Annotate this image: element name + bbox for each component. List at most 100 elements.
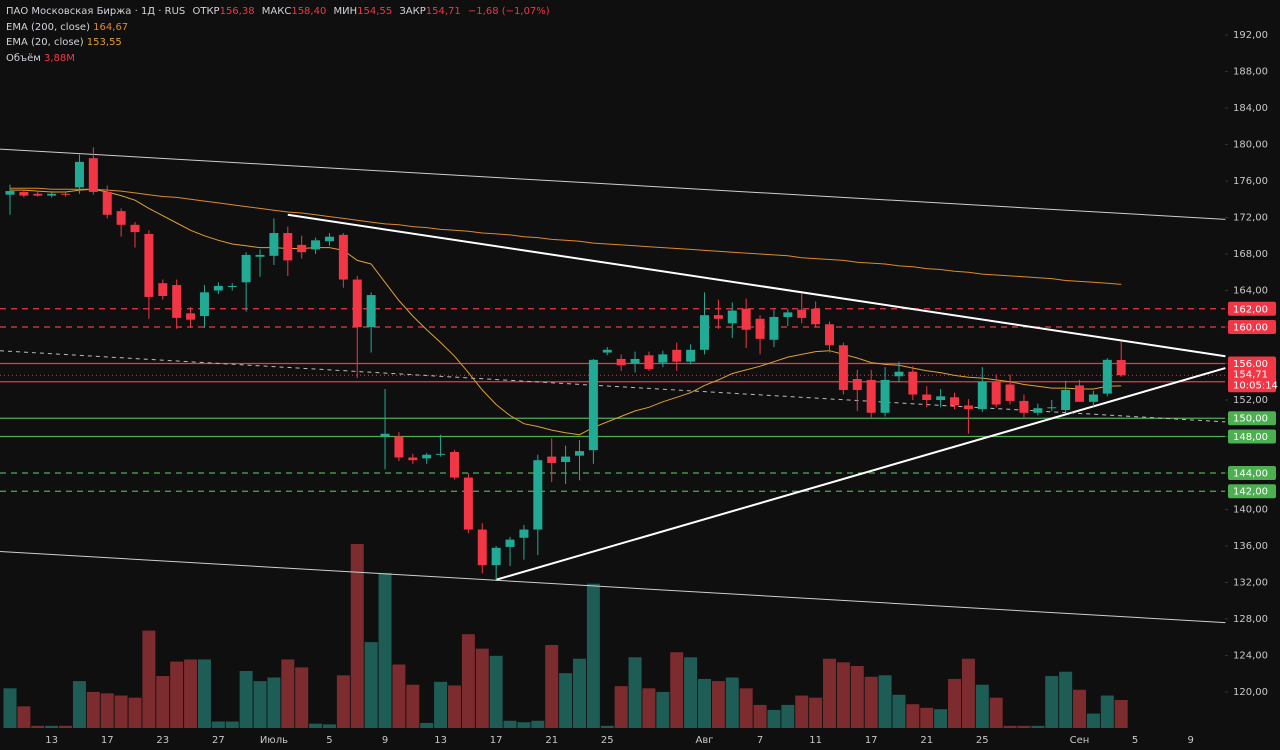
last-price-box: [1228, 367, 1276, 393]
volume-bar: [392, 664, 406, 728]
volume-bar: [156, 676, 170, 728]
volume-bar: [336, 675, 350, 728]
volume-bar: [86, 691, 100, 728]
candle-body: [213, 285, 223, 291]
candle-body: [950, 397, 960, 406]
volume-bar: [100, 693, 114, 728]
level-label: 150,00: [1233, 414, 1268, 425]
candle-body: [533, 460, 543, 530]
volume-bar: [420, 722, 434, 728]
candle-body: [894, 371, 904, 377]
volume-bar: [823, 658, 837, 728]
candle-body: [797, 309, 807, 318]
volume-bar: [642, 688, 656, 728]
candle-body: [394, 436, 404, 458]
field-value: 156,38: [219, 6, 255, 17]
volume-bar: [434, 681, 448, 728]
candle-body: [255, 254, 265, 257]
candle-body: [700, 315, 709, 350]
volume-bar: [1100, 695, 1114, 728]
candle-body: [658, 354, 668, 363]
candle-body: [519, 529, 529, 538]
level-box: [1228, 429, 1276, 444]
symbol-title: ПАО Московская Биржа · 1Д · RUS: [6, 6, 186, 17]
indicator-value: 164,67: [93, 21, 129, 33]
x-tick-label: Июль: [260, 735, 288, 746]
volume-value: 3,88M: [44, 52, 75, 64]
volume-bar: [531, 720, 545, 728]
candle-body: [283, 233, 293, 261]
volume-bar: [1003, 725, 1017, 728]
candle-body: [241, 254, 251, 283]
volume-bar: [225, 721, 239, 728]
candle-body: [769, 316, 779, 340]
y-tick-label: 128,00: [1233, 614, 1268, 625]
y-tick-label: 132,00: [1233, 577, 1268, 588]
volume-bar: [239, 670, 253, 728]
level-box: [1228, 356, 1276, 371]
candle-body: [172, 285, 182, 318]
candle-body: [672, 349, 682, 362]
candle-body: [616, 358, 626, 366]
x-tick-label: 21: [545, 735, 558, 746]
volume-bar: [656, 691, 670, 728]
candle-body: [380, 433, 390, 437]
level-label: 142,00: [1233, 487, 1268, 498]
volume-bar: [836, 662, 850, 728]
legend: ПАО Московская Биржа · 1Д · RUS ОТКР156,…: [6, 4, 550, 66]
candle-body: [588, 359, 598, 451]
candle-body: [1102, 359, 1112, 394]
candle-body: [324, 236, 334, 242]
volume-bar: [878, 675, 892, 728]
indicator-value: 153,55: [86, 37, 122, 48]
volume-bar: [406, 684, 420, 728]
volume-bar: [684, 657, 698, 728]
candle-body: [561, 456, 571, 463]
last-price-timer: 10:05:14: [1233, 380, 1278, 391]
volume-bar: [975, 684, 989, 728]
volume-bar: [628, 657, 642, 728]
level-box: [1228, 465, 1276, 480]
y-tick-label: 164,00: [1233, 286, 1268, 297]
candle-body: [366, 295, 376, 328]
candle-body: [158, 283, 168, 296]
trend-line: [287, 213, 1226, 358]
candle-body: [297, 244, 307, 253]
candle-body: [755, 318, 765, 339]
volume-bar: [378, 572, 392, 728]
volume-bar: [934, 709, 948, 728]
volume-bar: [753, 704, 767, 728]
ema-line: [10, 187, 1122, 285]
volume-bar: [1045, 676, 1059, 728]
volume-bar: [850, 665, 864, 728]
volume-bar: [948, 678, 962, 728]
level-label: 160,00: [1233, 323, 1268, 334]
volume-bar: [322, 724, 336, 728]
volume-bar: [781, 704, 795, 728]
x-tick-label: 13: [434, 735, 447, 746]
candle-body: [866, 379, 876, 413]
volume-bar: [614, 686, 628, 728]
candle-body: [991, 381, 1001, 405]
candle-body: [727, 310, 737, 324]
candle-body: [505, 539, 515, 547]
field-value: 158,40: [291, 6, 327, 17]
candle-body: [602, 349, 612, 353]
volume-bar: [711, 681, 725, 728]
volume-bar: [364, 642, 378, 728]
volume-bar: [1114, 700, 1128, 728]
volume-bar: [295, 667, 309, 728]
candle-body: [713, 315, 723, 319]
volume-bar: [184, 659, 198, 728]
y-tick-label: 176,00: [1233, 176, 1268, 187]
trend-line: [0, 550, 1226, 624]
candle-body: [477, 529, 487, 566]
candle-body: [436, 453, 446, 455]
candle-body: [269, 233, 279, 256]
candle-body: [408, 457, 418, 461]
volume-bar: [809, 697, 823, 728]
volume-bar: [59, 725, 73, 728]
candle-body: [922, 394, 932, 400]
